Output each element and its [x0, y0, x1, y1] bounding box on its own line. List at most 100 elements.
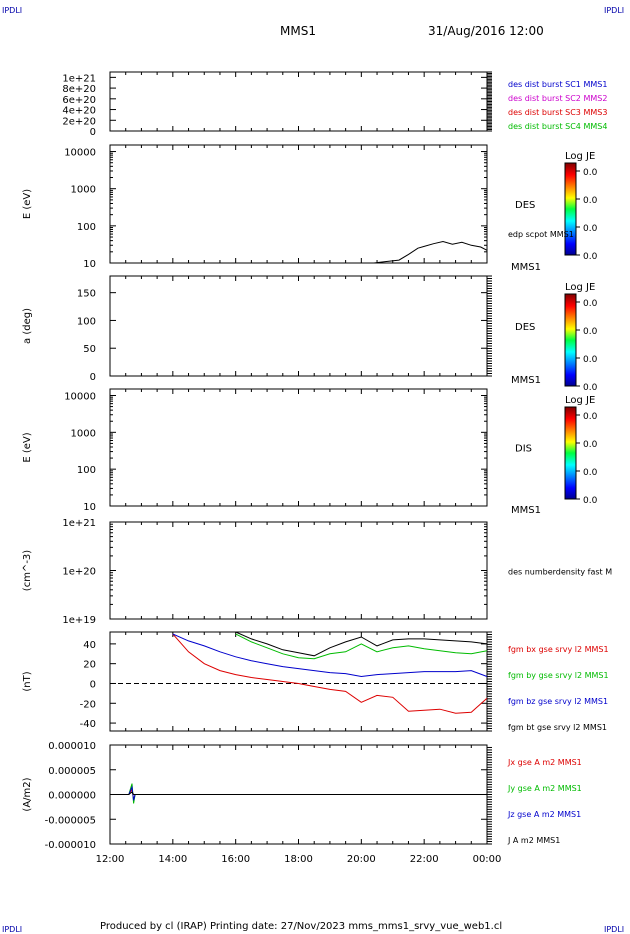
colorbar-tick-label: 0.0 — [583, 327, 598, 337]
y-tick-label: 1e+21 — [62, 518, 96, 529]
y-axis-label: E (eV) — [22, 432, 33, 462]
y-tick-label: 0.000005 — [48, 766, 96, 777]
colorbar-title: Log JE — [565, 151, 595, 162]
corner-label-bottom-left: IPDLI — [2, 925, 22, 934]
y-tick-label: 0 — [90, 127, 96, 138]
colorbar-tick-label: 0.0 — [583, 224, 598, 234]
x-tick-label: 00:00 — [473, 854, 502, 865]
panel-6: 40 20 0 -20 -40 (nT) fgm bx gse srvy l2 MMS1 fg… — [22, 631, 609, 732]
colorbar-tick-label: 0.0 — [583, 468, 598, 478]
colorbar-tick-label: 0.0 — [583, 412, 598, 422]
panel-frame — [109, 388, 488, 507]
overlay-line — [373, 240, 488, 264]
legend-entry: fgm bx gse srvy l2 MMS1 — [508, 645, 609, 654]
y-axis-label: (cm^-3) — [22, 550, 33, 591]
corner-label-top-left: IPDLI — [2, 6, 22, 15]
date-title: 31/Aug/2016 12:00 — [428, 24, 544, 38]
series-line — [110, 783, 487, 804]
legend-entry: des dist burst SC3 MMS3 — [508, 108, 607, 117]
corner-label-top-right: IPDLI — [604, 6, 624, 15]
x-tick-label: 18:00 — [284, 854, 313, 865]
panel-2: 10000 1000 100 10 E (eV) DES MMS1 Log JE 0.0 0.0 0… — [22, 144, 598, 273]
series-line — [172, 633, 488, 678]
spectrogram-label: DES — [515, 200, 535, 211]
y-tick-label: 1000 — [71, 185, 96, 196]
y-axis-label: (nT) — [22, 671, 33, 691]
panel-frame — [109, 631, 488, 732]
y-tick-label: 40 — [83, 640, 96, 651]
y-tick-label: 0 — [90, 372, 96, 383]
legend-entry: Jz gse A m2 MMS1 — [507, 810, 581, 819]
x-tick-label: 22:00 — [410, 854, 439, 865]
spectrogram-bottom-label: MMS1 — [511, 505, 541, 516]
panel-frame — [109, 275, 488, 377]
corner-label-bottom-right: IPDLI — [604, 925, 624, 934]
y-tick-label: -0.000010 — [45, 840, 96, 851]
y-tick-label: 150 — [77, 289, 96, 300]
legend-entry: Jy gse A m2 MMS1 — [507, 784, 582, 793]
colorbar-tick-label: 0.0 — [583, 383, 598, 393]
y-axis-label: E (eV) — [22, 189, 33, 219]
series-line — [172, 633, 488, 714]
y-tick-label: 0.000010 — [48, 741, 96, 752]
legend-entry: des dist burst SC4 MMS4 — [508, 122, 607, 131]
colorbar-tick-label: 0.0 — [583, 196, 598, 206]
y-tick-label: -20 — [80, 699, 96, 710]
panel-3: 150 100 50 0 a (deg) DES MMS1 Log JE 0.0 0.0 0.0 0.… — [22, 275, 598, 393]
colorbar-tick-label: 0.0 — [583, 496, 598, 506]
y-tick-label: -0.000005 — [45, 815, 96, 826]
y-tick-label: 1e+21 — [62, 73, 96, 84]
y-tick-label: 6e+20 — [62, 95, 96, 106]
y-tick-label: 100 — [77, 465, 96, 476]
y-tick-label: 10000 — [64, 148, 96, 159]
y-axis-label: a (deg) — [22, 308, 33, 344]
y-tick-label: 100 — [77, 222, 96, 233]
y-axis-label: (A/m2) — [22, 777, 33, 811]
colorbar-tick-label: 0.0 — [583, 252, 598, 262]
y-tick-label: 4e+20 — [62, 106, 96, 117]
series-line — [110, 791, 487, 795]
colorbar — [564, 406, 577, 500]
y-tick-label: 8e+20 — [62, 84, 96, 95]
x-tick-label: 20:00 — [347, 854, 376, 865]
y-tick-label: 2e+20 — [62, 116, 96, 127]
spectrogram-label: DIS — [515, 444, 532, 455]
colorbar — [564, 162, 577, 256]
spacecraft-title: MMS1 — [280, 24, 316, 38]
spectrogram-bottom-label: MMS1 — [511, 375, 541, 386]
panel-7: 0.000010 0.000005 0.000000 -0.000005 -0.0000… — [22, 741, 582, 865]
spectrogram-label: DES — [515, 322, 535, 333]
panel-frame — [109, 144, 488, 264]
legend-entry: des dist burst SC2 MMS2 — [508, 94, 607, 103]
series-line — [235, 631, 488, 657]
y-tick-label: 1000 — [71, 428, 96, 439]
colorbar-tick-label: 0.0 — [583, 299, 598, 309]
x-tick-label: 12:00 — [96, 854, 125, 865]
series-line — [235, 633, 488, 660]
series-line — [110, 785, 487, 801]
legend-entry: fgm by gse srvy l2 MMS1 — [508, 671, 609, 680]
y-tick-label: 0 — [90, 679, 96, 690]
legend-entry: des dist burst SC1 MMS1 — [508, 80, 607, 89]
spectrogram-bottom-label: MMS1 — [511, 262, 541, 273]
colorbar-title: Log JE — [565, 395, 595, 406]
legend-entry: Jx gse A m2 MMS1 — [507, 758, 582, 767]
y-tick-label: 1e+20 — [62, 567, 96, 578]
y-tick-label: 1e+19 — [62, 615, 96, 626]
panel-4: 10000 1000 100 10 E (eV) DIS MMS1 Log JE 0.0 0.0 0… — [22, 388, 598, 516]
colorbar-title: Log JE — [565, 282, 595, 293]
colorbar-tick-label: 0.0 — [583, 168, 598, 178]
legend-entry: des numberdensity fast M — [508, 568, 612, 577]
y-tick-label: 20 — [83, 660, 96, 671]
y-tick-label: 100 — [77, 316, 96, 327]
overlay-label: edp scpot MMS1 — [508, 230, 574, 239]
panel-frame — [109, 71, 488, 132]
y-tick-label: 10 — [83, 502, 96, 513]
y-tick-label: 10000 — [64, 391, 96, 402]
legend-entry: fgm bz gse srvy l2 MMS1 — [508, 697, 608, 706]
y-tick-label: -40 — [80, 719, 96, 730]
y-tick-label: 50 — [83, 344, 96, 355]
